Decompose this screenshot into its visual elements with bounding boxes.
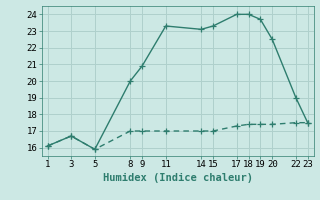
X-axis label: Humidex (Indice chaleur): Humidex (Indice chaleur) — [103, 173, 252, 183]
